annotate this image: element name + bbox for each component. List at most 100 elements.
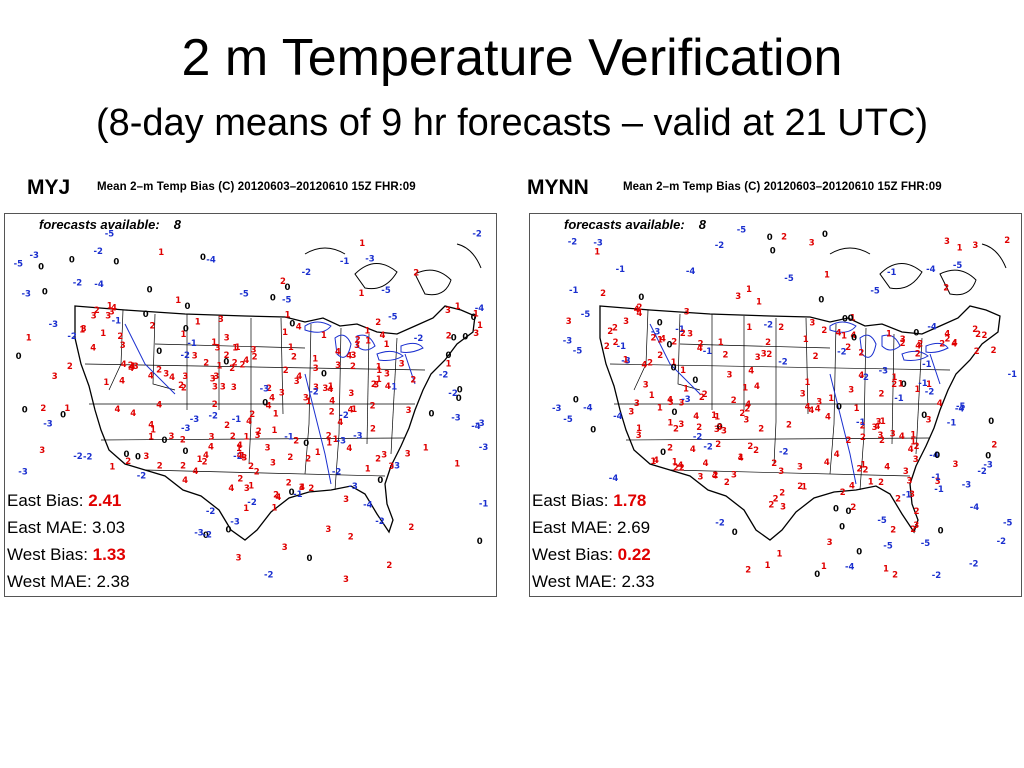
station-bias-value: 1 <box>351 405 357 415</box>
station-bias-value: -3 <box>30 251 40 261</box>
station-bias-value: 2 <box>375 455 381 465</box>
station-bias-value: 2 <box>673 425 679 435</box>
station-bias-value: 3 <box>220 382 226 392</box>
station-bias-value: 1 <box>841 332 847 342</box>
plot-header-myj: Mean 2–m Temp Bias (C) 20120603–20120610… <box>97 181 416 193</box>
state-boundary <box>248 318 252 465</box>
station-bias-value: 4 <box>246 417 252 427</box>
station-bias-value: 1 <box>883 565 889 575</box>
station-bias-value: 1 <box>915 385 921 395</box>
station-bias-value: 3 <box>687 330 693 340</box>
station-bias-value: 2 <box>890 526 896 536</box>
station-bias-value: 3 <box>903 467 909 477</box>
east-bias-label: East Bias: <box>7 491 84 510</box>
station-bias-value: 0 <box>162 436 168 446</box>
station-bias-value: 2 <box>863 465 869 475</box>
station-bias-value: 4 <box>115 405 121 415</box>
station-bias-value: 1 <box>711 411 717 421</box>
station-bias-value: 3 <box>255 431 261 441</box>
station-bias-value: 3 <box>935 477 941 487</box>
station-bias-value: 2 <box>797 482 803 492</box>
station-bias-value: -2 <box>83 453 93 463</box>
station-bias-value: 2 <box>846 436 852 446</box>
station-bias-value: -3 <box>365 254 375 264</box>
station-bias-value: 3 <box>270 459 276 469</box>
station-bias-value: -2 <box>94 247 104 257</box>
station-bias-value: 4 <box>296 372 302 382</box>
station-bias-value: -3 <box>18 468 28 478</box>
station-bias-value: 3 <box>816 397 822 407</box>
station-bias-value: 4 <box>296 323 302 333</box>
station-bias-value: 4 <box>851 331 857 341</box>
bias-map-mynn: -22-1-5010-500-332220322122-5232431-3-43… <box>552 226 1017 581</box>
state-boundary <box>829 323 837 475</box>
station-bias-value: 3 <box>848 386 854 396</box>
station-bias-value: -1 <box>187 339 197 349</box>
river <box>649 323 701 395</box>
station-bias-value: 0 <box>321 370 327 380</box>
station-bias-value: 1 <box>473 310 479 320</box>
station-bias-value: 2 <box>860 433 866 443</box>
station-bias-value: 1 <box>657 336 663 346</box>
station-bias-value: 3 <box>236 554 242 564</box>
station-bias-value: 2 <box>778 323 784 333</box>
station-bias-value: 3 <box>384 370 390 380</box>
state-boundary <box>633 309 649 391</box>
station-bias-value: 2 <box>293 436 299 446</box>
east-bias-label: East Bias: <box>532 491 609 510</box>
station-bias-value: 0 <box>307 554 313 564</box>
station-bias-value: 2 <box>781 233 787 243</box>
station-bias-value: 0 <box>913 328 919 338</box>
station-bias-value: -2 <box>764 320 774 330</box>
station-bias-value: 0 <box>856 548 862 558</box>
station-bias-value: 2 <box>413 268 419 278</box>
station-bias-value: 3 <box>343 575 349 585</box>
station-bias-value: 2 <box>287 453 293 463</box>
coastline <box>354 263 398 290</box>
station-bias-value: 1 <box>64 404 70 414</box>
coastline <box>879 263 923 290</box>
station-bias-value: 4 <box>952 339 958 349</box>
station-bias-value: 0 <box>767 233 773 243</box>
station-bias-value: 4 <box>824 458 830 468</box>
station-bias-value: 2 <box>943 284 949 294</box>
great-lake <box>901 350 929 361</box>
station-bias-value: 4 <box>329 397 335 407</box>
station-bias-value: 2 <box>94 306 100 316</box>
station-bias-value: 3 <box>800 390 806 400</box>
station-bias-value: -5 <box>563 415 573 425</box>
station-bias-value: 2 <box>252 353 258 363</box>
state-boundary <box>677 313 701 391</box>
station-bias-value: 1 <box>243 504 249 514</box>
station-bias-value: -5 <box>956 402 966 412</box>
station-bias-value: 3 <box>169 432 175 442</box>
station-bias-value: -2 <box>715 518 725 528</box>
station-bias-value: 1 <box>898 380 904 390</box>
station-bias-value: 2 <box>915 350 921 360</box>
station-bias-value: 3 <box>473 329 479 339</box>
station-bias-value: 3 <box>445 306 451 316</box>
station-bias-value: 2 <box>308 484 314 494</box>
station-bias-value: 2 <box>900 339 906 349</box>
east-bias-value: 2.41 <box>88 491 122 510</box>
station-bias-value: -1 <box>675 325 685 335</box>
station-bias-value: -2 <box>332 468 342 478</box>
station-bias-value: -1 <box>388 382 398 392</box>
station-bias-value: 4 <box>156 401 162 411</box>
station-bias-value: 0 <box>934 451 940 461</box>
station-bias-value: -4 <box>471 422 481 432</box>
station-bias-value: 0 <box>938 526 944 536</box>
station-bias-value: 2 <box>975 330 981 340</box>
station-bias-value: -5 <box>784 274 794 284</box>
station-bias-value: -2 <box>778 357 788 367</box>
station-bias-value: 2 <box>857 464 863 474</box>
station-bias-value: 0 <box>590 426 596 436</box>
station-bias-value: 2 <box>699 393 705 403</box>
station-bias-value: -3 <box>621 357 631 367</box>
station-bias-value: 0 <box>285 283 291 293</box>
station-bias-value: 3 <box>876 417 882 427</box>
station-bias-value: 3 <box>215 343 221 353</box>
station-bias-value: -3 <box>181 424 191 434</box>
station-bias-value: 2 <box>771 459 777 469</box>
